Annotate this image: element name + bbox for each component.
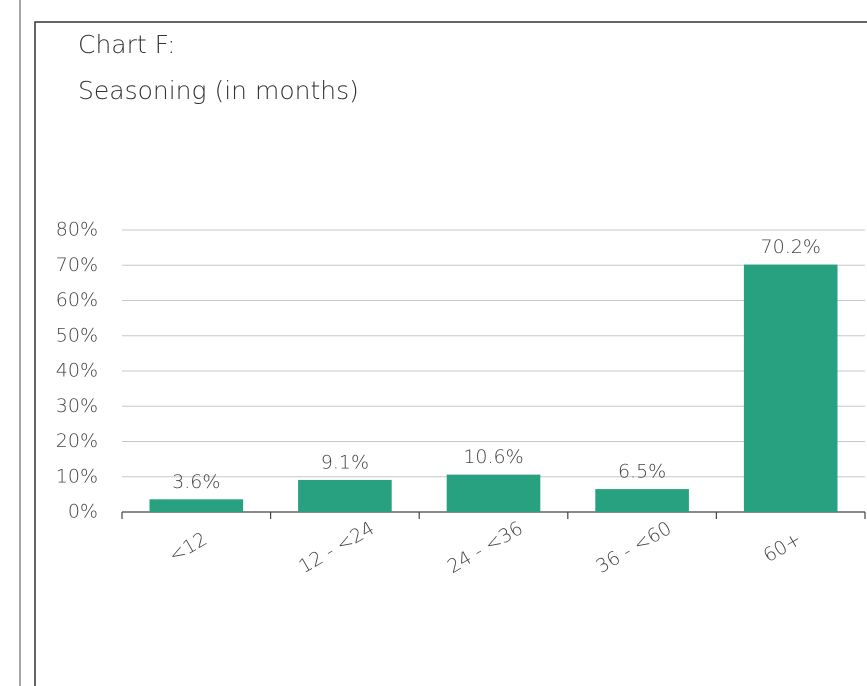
chart-subtitle: Seasoning (in months) [78, 76, 359, 105]
y-tick-label: 20% [56, 430, 98, 452]
data-label: 9.1% [321, 451, 369, 473]
data-label: 70.2% [761, 236, 821, 258]
x-tick-label: 24 - <36 [444, 517, 527, 578]
bar [743, 264, 838, 512]
chart-title: Chart F: [78, 30, 176, 59]
y-tick-label: 40% [56, 360, 98, 382]
x-tick-label: 12 - <24 [295, 517, 378, 578]
data-label: 6.5% [618, 461, 666, 483]
data-label: 3.6% [172, 471, 220, 493]
bar [298, 479, 392, 512]
y-tick-label: 70% [56, 254, 98, 276]
y-tick-label: 10% [56, 465, 98, 487]
bar [595, 489, 689, 512]
y-tick-label: 60% [56, 289, 98, 311]
x-tick-label: 60+ [760, 528, 806, 567]
bar [149, 499, 244, 512]
y-tick-label: 50% [56, 324, 98, 346]
x-tick-label: 36 - <60 [592, 517, 675, 578]
y-tick-label: 80% [56, 219, 98, 241]
chart-frame [34, 21, 867, 686]
bar [446, 474, 541, 512]
y-tick-label: 30% [56, 395, 98, 417]
x-tick-label: <12 [165, 528, 211, 567]
data-label: 10.6% [463, 446, 523, 468]
y-tick-label: 0% [68, 501, 98, 523]
